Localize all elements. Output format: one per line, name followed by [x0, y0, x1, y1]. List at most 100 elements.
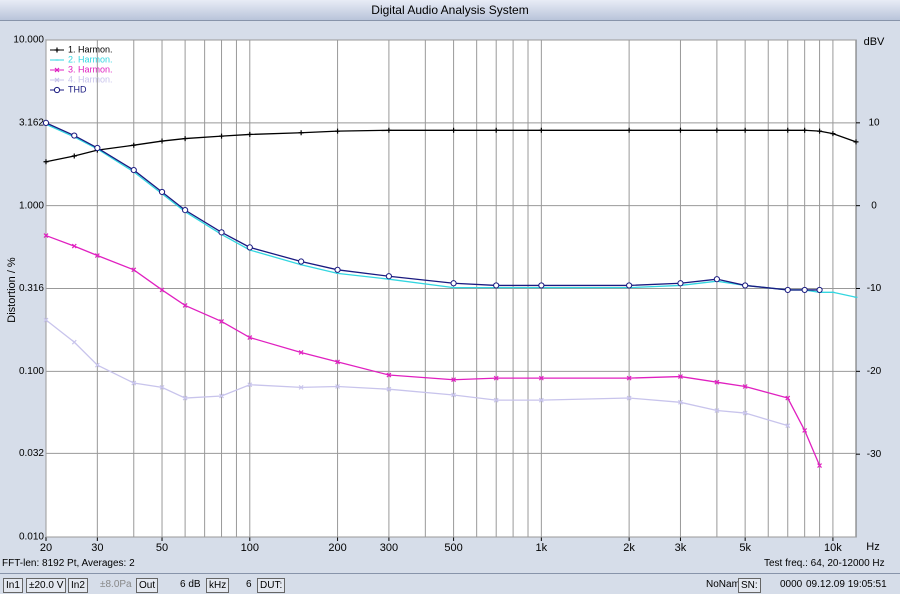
marker	[626, 127, 632, 133]
marker	[298, 258, 305, 265]
marker	[298, 384, 304, 390]
marker	[802, 427, 808, 433]
legend-label: 2. Harmon.	[68, 54, 113, 64]
marker	[742, 384, 748, 389]
marker	[817, 128, 823, 134]
out-button[interactable]: Out	[136, 578, 159, 593]
legend-label: 1. Harmon.	[68, 44, 113, 54]
marker	[713, 276, 720, 283]
marker	[626, 395, 632, 401]
marker	[71, 153, 77, 159]
y-tick-label: 3.162	[19, 117, 44, 128]
y2-tick-label: -20	[867, 366, 882, 377]
marker	[451, 392, 457, 398]
marker	[43, 233, 49, 238]
marker	[159, 384, 165, 390]
x-tick-label: 100	[241, 542, 259, 554]
marker	[784, 286, 791, 294]
marker	[131, 380, 137, 386]
x-tick-label: 1k	[536, 542, 548, 554]
x-tick-label: 5k	[739, 542, 751, 554]
marker	[94, 362, 100, 368]
marker	[159, 287, 165, 293]
marker	[493, 397, 499, 403]
legend-label: 3. Harmon.	[68, 64, 113, 74]
marker	[742, 282, 749, 289]
datetime: 09.12.09 19:05:51	[806, 579, 887, 590]
marker	[386, 372, 392, 378]
title-bar: Digital Audio Analysis System	[0, 0, 900, 21]
marker	[335, 359, 340, 365]
marker	[678, 399, 683, 405]
x-tick-label: 20	[40, 542, 52, 554]
y-tick-label: 0.100	[19, 366, 44, 377]
legend-marker	[54, 47, 60, 53]
in1-button[interactable]: In1	[3, 578, 23, 593]
marker	[816, 286, 823, 294]
marker	[219, 393, 224, 399]
window-title: Digital Audio Analysis System	[371, 3, 529, 17]
marker	[626, 375, 632, 381]
marker	[182, 136, 188, 142]
marker	[830, 131, 836, 137]
marker	[714, 408, 720, 413]
test-freq: Test freq.: 64, 20-12000 Hz	[764, 558, 885, 569]
y-tick-label: 1.000	[19, 200, 44, 211]
num: 6	[246, 579, 252, 590]
marker	[131, 267, 137, 273]
marker	[130, 166, 137, 174]
x-tick-label: 2k	[623, 542, 635, 554]
marker	[247, 382, 253, 388]
marker	[386, 127, 392, 133]
marker	[785, 127, 791, 133]
marker	[71, 132, 78, 139]
marker	[43, 317, 49, 323]
dut-button[interactable]: DUT:	[257, 578, 286, 593]
x-tick-label: 3k	[675, 542, 687, 554]
y2-unit: dBV	[864, 36, 885, 48]
unit-button[interactable]: kHz	[206, 578, 230, 593]
x-tick-label: 500	[444, 542, 462, 554]
marker	[802, 127, 808, 133]
x-tick-label: 200	[328, 542, 346, 554]
marker	[159, 138, 165, 144]
marker	[131, 142, 137, 148]
marker	[71, 243, 77, 249]
marker	[450, 280, 457, 287]
marker	[817, 463, 822, 468]
marker	[678, 374, 683, 379]
marker	[182, 302, 188, 308]
marker	[538, 127, 544, 133]
marker	[714, 127, 720, 133]
marker	[677, 127, 683, 133]
marker	[677, 280, 684, 287]
marker	[538, 397, 544, 403]
marker	[785, 395, 791, 401]
marker	[493, 127, 499, 133]
marker	[219, 133, 225, 139]
marker	[493, 375, 499, 381]
dut-name: NoName	[706, 579, 746, 590]
range1-button[interactable]: ±20.0 V	[26, 578, 67, 593]
legend-label: THD	[68, 84, 87, 94]
marker	[335, 128, 341, 134]
marker	[742, 410, 748, 416]
marker	[158, 188, 166, 196]
marker	[451, 127, 457, 133]
in2-button[interactable]: In2	[68, 578, 88, 593]
x-tick-label: 30	[91, 542, 103, 554]
marker	[385, 273, 393, 280]
y2-tick-label: -30	[867, 449, 882, 460]
marker	[219, 319, 224, 324]
range2: ±8.0Pa	[100, 579, 132, 590]
marker	[626, 282, 633, 289]
sn-button[interactable]: SN:	[738, 578, 761, 593]
marker	[94, 253, 100, 258]
marker	[801, 286, 808, 294]
fft-info: FFT-len: 8192 Pt, Averages: 2	[2, 558, 135, 569]
x-tick-label: 10k	[824, 542, 842, 554]
marker	[298, 130, 304, 136]
x-tick-label: 300	[380, 542, 398, 554]
marker	[493, 282, 500, 289]
